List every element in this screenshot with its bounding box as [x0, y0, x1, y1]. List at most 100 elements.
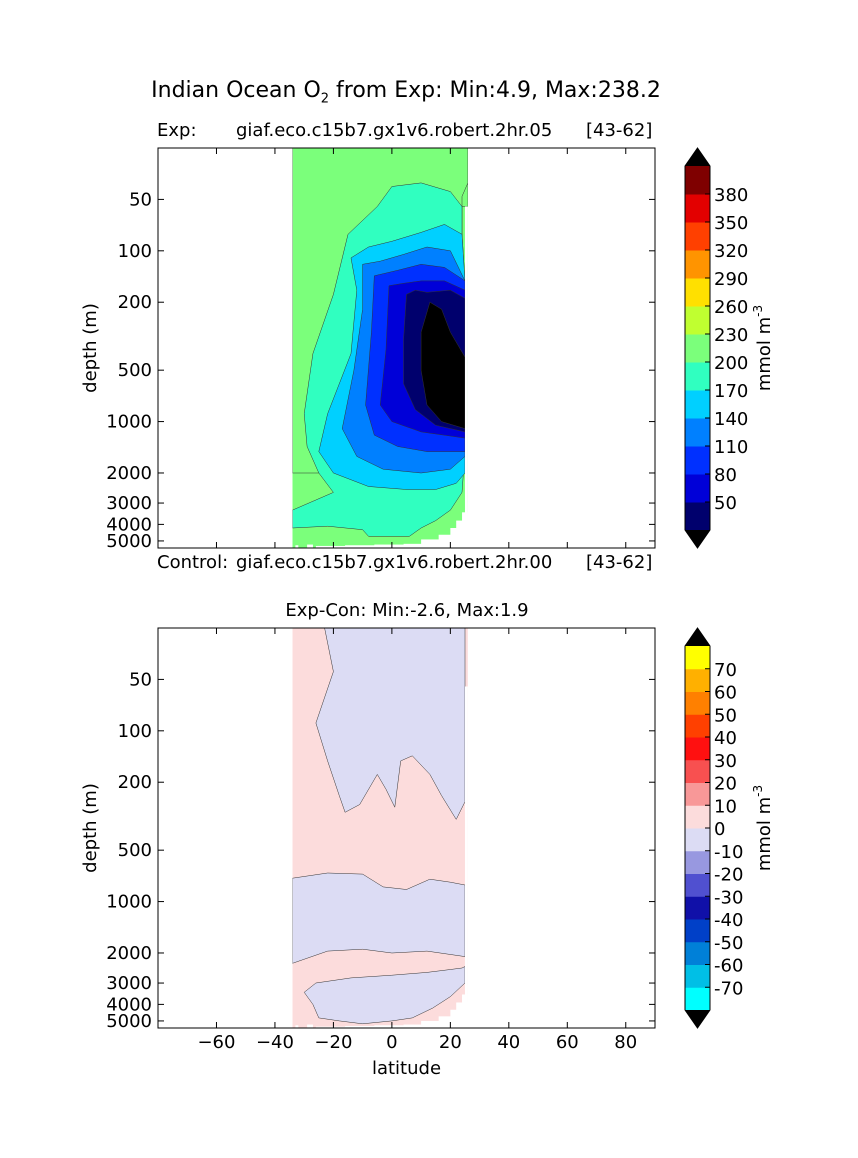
colorbar-tick-label: 350 — [714, 213, 748, 234]
colorbar-over-triangle — [685, 148, 710, 166]
colorbar-tick-label: 50 — [714, 705, 737, 726]
colorbar-label-exponent: -3 — [751, 785, 765, 797]
ytick-label: 50 — [129, 189, 152, 210]
ytick-label: 5000 — [106, 531, 152, 552]
colorbar-swatch — [685, 828, 710, 852]
colorbar-swatch — [685, 474, 710, 503]
ytick-label: 3000 — [106, 973, 152, 994]
colorbar-over-triangle — [685, 628, 710, 646]
field-2 — [292, 628, 468, 1028]
land-step-0 — [467, 503, 468, 548]
colorbar-swatch — [685, 896, 710, 920]
colorbar-swatch — [685, 502, 710, 531]
land-notch-a — [295, 1025, 299, 1028]
colorbar-tick-label: 140 — [714, 409, 748, 430]
colorbar-tick-label: 60 — [714, 683, 737, 704]
ytick-label: 2000 — [106, 943, 152, 964]
colorbar-swatch — [685, 964, 710, 988]
ytick-label: 100 — [118, 241, 152, 262]
contour-region-1 — [292, 872, 466, 964]
colorbar-swatch — [685, 782, 710, 806]
colorbar-swatch — [685, 222, 710, 251]
exp-years: [43-62] — [586, 120, 653, 141]
colorbar-swatch — [685, 850, 710, 874]
colorbar-tick-label: 230 — [714, 325, 748, 346]
ytick-label: 1000 — [106, 892, 152, 913]
contour-region-2 — [303, 966, 466, 1025]
colorbar-tick-label: 170 — [714, 381, 748, 402]
colorbar-tick-label: 320 — [714, 241, 748, 262]
colorbar-swatch — [685, 919, 710, 943]
ytick-label: 1000 — [106, 412, 152, 433]
plot-frame — [157, 147, 656, 549]
contour-region-0 — [315, 628, 466, 820]
land-notch-b — [307, 1024, 313, 1028]
xtick-label: 60 — [556, 1032, 579, 1053]
colorbar-swatch — [685, 446, 710, 475]
colorbar-swatch — [685, 646, 710, 670]
colorbar-swatch — [685, 250, 710, 279]
xtick-label: −60 — [197, 1032, 235, 1053]
colorbar-swatch — [685, 941, 710, 965]
colorbar-swatch — [685, 306, 710, 335]
colorbar-swatch — [685, 714, 710, 738]
ytick-label: 500 — [118, 360, 152, 381]
colorbar-label: mmol m-3 — [751, 785, 775, 871]
colorbar-swatch — [685, 166, 710, 195]
xtick-label: −20 — [314, 1032, 352, 1053]
colorbar-swatch — [685, 805, 710, 829]
colorbar-swatch — [685, 418, 710, 447]
colorbar-outline — [684, 147, 711, 549]
colorbar-swatch — [685, 873, 710, 897]
land-north-edge — [464, 206, 468, 548]
colorbar-tick-label: 40 — [714, 728, 737, 749]
land-north-edge — [464, 686, 468, 1028]
colorbar-swatch — [685, 668, 710, 692]
control-run-name: giaf.eco.c15b7.gx1v6.robert.2hr.00 — [236, 552, 553, 573]
exp-run-name: giaf.eco.c15b7.gx1v6.robert.2hr.05 — [236, 120, 553, 141]
colorbar-tick-label: 50 — [714, 493, 737, 514]
ytick-label: 200 — [118, 292, 152, 313]
colorbar-swatch — [685, 987, 710, 1011]
land-step-0 — [467, 985, 468, 1028]
colorbar-tick-label: -60 — [714, 956, 743, 977]
ytick-label: 4000 — [106, 994, 152, 1015]
figure-title: Indian Ocean O2 from Exp: Min:4.9, Max:2… — [151, 78, 661, 107]
colorbar-tick-label: -20 — [714, 865, 743, 886]
land-notch-b — [307, 544, 313, 548]
colorbar-swatch — [685, 759, 710, 783]
plot-frame — [157, 627, 656, 1029]
colorbar-tick-label: 290 — [714, 269, 748, 290]
ytick-label: 100 — [118, 721, 152, 742]
ytick-label: 4000 — [106, 514, 152, 535]
control-years: [43-62] — [586, 552, 653, 573]
colorbar-under-triangle — [685, 1010, 710, 1028]
ytick-label: 2000 — [106, 463, 152, 484]
xtick-label: 0 — [386, 1032, 397, 1053]
colorbar-tick-label: 80 — [714, 465, 737, 486]
colorbar-swatch — [685, 334, 710, 363]
colorbar-swatch — [685, 278, 710, 307]
xtick-label: 20 — [439, 1032, 462, 1053]
colorbar-tick-label: 20 — [714, 774, 737, 795]
x-axis-label: latitude — [372, 1058, 441, 1079]
colorbar-tick-label: 260 — [714, 297, 748, 318]
colorbar-swatch — [685, 362, 710, 391]
xtick-label: 80 — [614, 1032, 637, 1053]
ytick-label: 50 — [129, 669, 152, 690]
colorbar-tick-label: 0 — [714, 819, 725, 840]
colorbar-tick-label: 380 — [714, 185, 748, 206]
colorbar-1: 50 80 110 140 170 200 230 260 290 320 350 380 mmol m… — [684, 147, 775, 549]
ytick-label: 5000 — [106, 1011, 152, 1032]
colorbar-tick-label: 10 — [714, 796, 737, 817]
xtick-label: −40 — [256, 1032, 294, 1053]
field-1 — [292, 148, 468, 548]
colorbar-label: mmol m-3 — [751, 305, 775, 391]
colorbar-tick-label: 110 — [714, 437, 748, 458]
difference-panel-title: Exp-Con: Min:-2.6, Max:1.9 — [285, 600, 529, 621]
contour-region-8 — [420, 301, 466, 429]
